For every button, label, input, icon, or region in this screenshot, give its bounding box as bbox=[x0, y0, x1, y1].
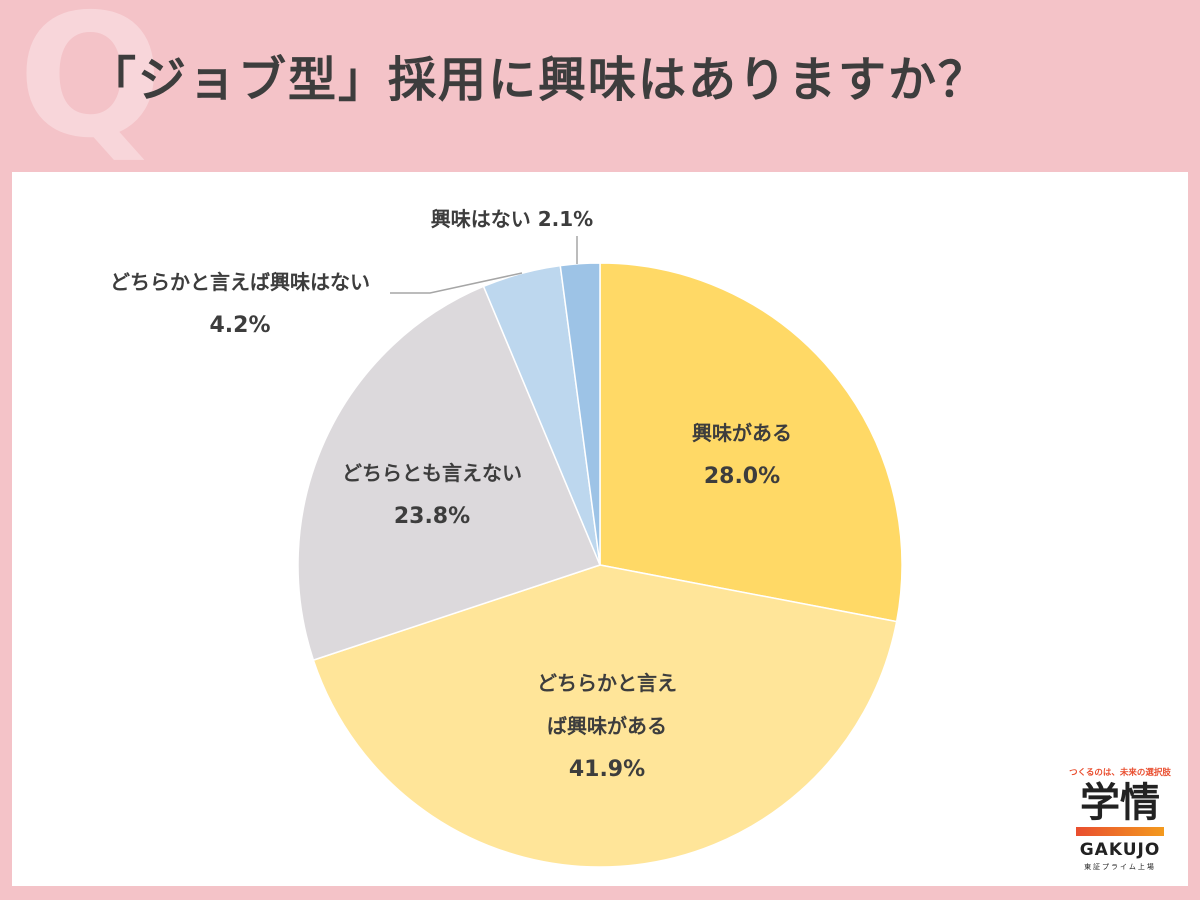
slice-value-4: 4.2% bbox=[209, 313, 270, 338]
leader-line-4 bbox=[390, 272, 523, 294]
slice-name-5-1: 興味はない 2.1% bbox=[431, 207, 593, 231]
q-mark: Q bbox=[18, 0, 163, 176]
logo-subtitle: 東証プライム上場 bbox=[1084, 863, 1156, 871]
pie-slice-3 bbox=[297, 285, 602, 662]
logo-name-jp: 学情 bbox=[1080, 779, 1160, 826]
slice-value-3: 23.8% bbox=[394, 504, 470, 529]
leader-lines bbox=[390, 236, 578, 294]
slice-label-5: 興味はない 2.1% bbox=[431, 207, 593, 231]
page-title: 「ジョブ型」採用に興味はありますか？ bbox=[88, 52, 989, 108]
slice-value-2: 41.9% bbox=[569, 757, 645, 782]
pie-chart: 興味がある 28.0% どちらかと言えば興味がある 41.9% どちらとも言えない 23.… bbox=[110, 207, 903, 868]
slice-label-3: どちらとも言えない 23.8% bbox=[342, 461, 522, 529]
pie-slice-5 bbox=[559, 262, 601, 566]
logo-name-en: GAKUJO bbox=[1079, 840, 1161, 860]
slice-label-1: 興味がある 28.0% bbox=[692, 421, 792, 489]
slice-label-2: どちらかと言えば興味がある 41.9% bbox=[537, 671, 677, 782]
slice-labels: 興味がある 28.0% どちらかと言えば興味がある 41.9% どちらとも言えない 23.… bbox=[110, 207, 792, 782]
slice-name-4-1: どちらかと言えば興味はない bbox=[110, 270, 370, 294]
chart-panel: 興味がある 28.0% どちらかと言えば興味がある 41.9% どちらとも言えない 23.… bbox=[12, 172, 1188, 886]
slice-name-2-1: どちらかと言え bbox=[537, 671, 677, 695]
gakujo-logo: つくるのは、未来の選択肢 学情 GAKUJO 東証プライム上場 bbox=[1060, 766, 1180, 872]
pie-slices bbox=[297, 262, 903, 868]
logo-tagline: つくるのは、未来の選択肢 bbox=[1069, 768, 1171, 778]
slice-value-1: 28.0% bbox=[704, 464, 780, 489]
logo-bar bbox=[1076, 827, 1164, 836]
slice-label-4: どちらかと言えば興味はない 4.2% bbox=[110, 270, 370, 338]
pie-slice-1 bbox=[599, 262, 903, 623]
slice-name-1-1: 興味がある bbox=[692, 421, 792, 445]
slice-name-2-2: ば興味がある bbox=[547, 714, 667, 738]
slice-name-3-1: どちらとも言えない bbox=[342, 461, 522, 485]
pie-slice-2 bbox=[312, 564, 898, 868]
